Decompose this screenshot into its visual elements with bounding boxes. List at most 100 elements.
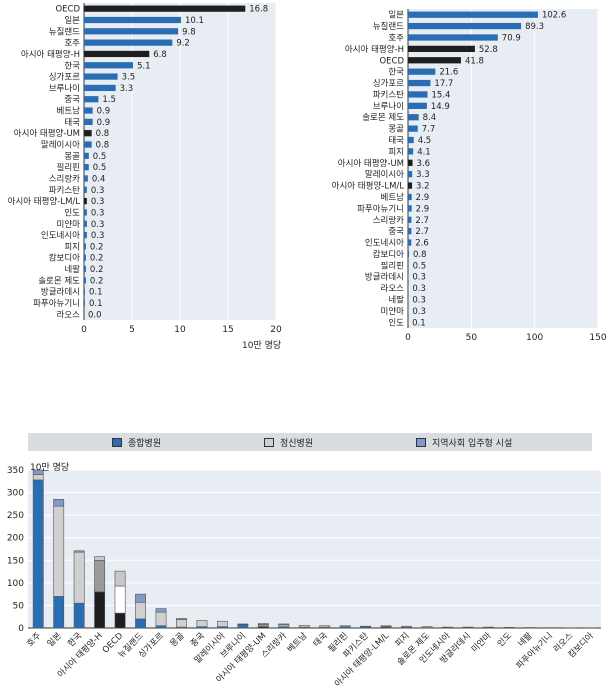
chart3-bar-segment [401, 625, 413, 628]
chart1-bar [84, 164, 89, 171]
chart2-bar [408, 125, 418, 132]
chart2-plot-bg [408, 9, 598, 328]
chart1-value-label: 0.9 [97, 107, 111, 117]
chart1-value-label: 0.3 [91, 186, 105, 196]
chart1-category-label: 싱가포르 [49, 72, 80, 83]
chart2-bar [408, 102, 427, 109]
chart1-category-label: 네팔 [64, 264, 80, 275]
chart2-x-tick: 0 [405, 333, 411, 343]
chart3-category-label: 베트남 [286, 631, 310, 655]
chart3-bar-segment [73, 551, 85, 604]
chart1-category-label: 태국 [64, 118, 80, 128]
chart3-bar-segment [114, 612, 126, 629]
chart2-value-label: 41.8 [465, 56, 484, 66]
chart1-category-label: 인도 [64, 207, 80, 218]
chart2-bar [408, 114, 419, 121]
chart2-bar [408, 159, 413, 166]
chart2-category-label: 파푸아뉴기니 [357, 203, 404, 214]
chart1-category-label: 캄보디아 [49, 253, 80, 264]
chart1-category-label: 호주 [64, 39, 80, 49]
chart1-category-label: 뉴질랜드 [49, 26, 80, 37]
chart1-value-label: 10.1 [185, 16, 204, 26]
chart1-value-label: 16.8 [249, 5, 268, 15]
chart3-ylabel: 10만 명당 [30, 463, 70, 473]
chart1-bar [84, 62, 133, 69]
chart1-value-label: 9.2 [176, 39, 190, 49]
chart3-bar-segment [421, 626, 433, 628]
chart3-bar-segment [176, 618, 187, 620]
chart1-value-label: 0.9 [97, 118, 111, 128]
chart1-bar [84, 107, 93, 114]
chart2-value-label: 0.3 [412, 296, 426, 306]
chart3-y-tick: 350 [7, 466, 24, 476]
chart2-bar [408, 250, 410, 258]
chart1-value-label: 0.8 [96, 141, 110, 151]
chart3-bar-segment [257, 623, 269, 625]
chart2-x-tick: 100 [526, 333, 543, 343]
chart2-bar [408, 193, 412, 201]
chart1-category-label: 몽골 [64, 152, 80, 162]
chart2-category-label: 스리랑카 [373, 215, 404, 226]
chart3-bar-segment [298, 624, 310, 628]
legend-item-general-hospital: 종합병원 [112, 436, 161, 449]
chart3-bar-segment [73, 550, 85, 553]
chart1-bar [84, 220, 87, 227]
chart1-bar [84, 288, 85, 295]
chart1-x-tick: 15 [222, 325, 233, 335]
chart2-category-label: 말레이시아 [365, 169, 404, 180]
chart2-bar [408, 262, 409, 269]
chart2-value-label: 89.3 [525, 22, 544, 32]
legend-label: 지역사회 입주형 시설 [432, 439, 513, 449]
chart2-value-label: 70.9 [502, 33, 521, 43]
legend-item-community-facility: 지역사회 입주형 시설 [416, 436, 512, 449]
chart2-value-label: 2.7 [415, 216, 429, 226]
chart3-y-tick: 150 [7, 556, 24, 566]
chart2-category-label: 미얀마 [381, 306, 405, 317]
chart1-value-label: 0.5 [93, 152, 107, 162]
chart1-bar [84, 118, 93, 125]
chart2-value-label: 3.2 [416, 182, 430, 192]
chart1-value-label: 0.3 [91, 197, 105, 207]
chart3-y-tick: 100 [7, 579, 24, 589]
chart3-bar-segment [73, 602, 85, 629]
chart1-category-label: 파키스탄 [49, 185, 80, 196]
chart1-category-label: 아시아 태평양-UM [14, 128, 80, 139]
chart3-bar-segment [155, 611, 167, 627]
chart1-bar [84, 265, 86, 273]
chart3-bar-segment [339, 625, 351, 627]
chart1-value-label: 9.8 [182, 27, 196, 37]
legend-item-mental-hospital: 정신병원 [264, 436, 313, 449]
chart3-y-tick: 50 [13, 601, 25, 611]
chart1-bar [84, 277, 86, 284]
chart2-category-label: 필리핀 [381, 260, 404, 271]
chart1-category-label: 라오스 [57, 310, 81, 320]
chart1-category-label: 미얀마 [57, 219, 81, 230]
chart3-y-tick: 300 [7, 489, 24, 499]
chart1-bar [84, 50, 150, 58]
chart3-bar-segment [319, 625, 331, 628]
chart1-category-label: 파푸아뉴기니 [33, 298, 80, 309]
chart2-value-label: 102.6 [542, 11, 566, 21]
chart2-category-label: 중국 [388, 227, 404, 237]
chart2-category-label: OECD [379, 56, 404, 66]
chart2-value-label: 0.5 [413, 261, 427, 271]
chart2-value-label: 4.1 [417, 147, 431, 157]
chart2-x-tick: 150 [589, 333, 606, 343]
chart2-value-label: 3.3 [416, 170, 430, 180]
chart2-bar [408, 68, 436, 75]
chart1-bar [84, 175, 88, 182]
chart1-xlabel: 10만 명당 [242, 341, 282, 351]
chart1-x-tick: 20 [270, 325, 282, 335]
chart1-category-label: 아시아 태평양-H [21, 49, 80, 60]
chart1-bar [84, 186, 87, 193]
chart3-bar-segment [278, 623, 290, 626]
chart1-value-label: 0.2 [90, 242, 104, 252]
chart1-bar [84, 5, 246, 12]
chart3-bar-segment [135, 601, 146, 620]
chart2-category-label: 인도네시아 [365, 238, 404, 249]
chart1-value-label: 0.3 [91, 208, 105, 218]
chart1-value-label: 0.3 [91, 220, 105, 230]
chart1-bar [84, 16, 181, 24]
chart1-value-label: 0.3 [91, 231, 105, 241]
chart3-bar-segment [114, 585, 126, 614]
